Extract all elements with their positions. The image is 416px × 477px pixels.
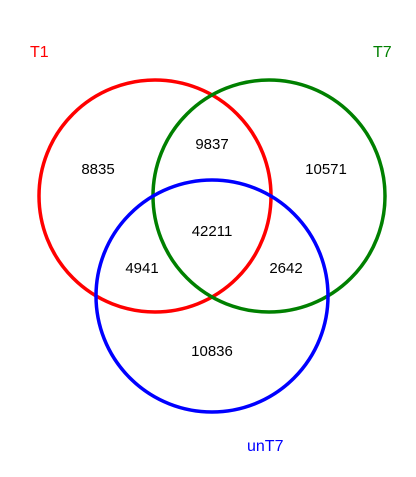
count-all-three: 42211 <box>192 223 233 240</box>
count-t1-only: 8835 <box>81 161 114 178</box>
label-t1: T1 <box>30 44 49 61</box>
count-t1-t7: 9837 <box>195 136 228 153</box>
count-t1-unt7: 4941 <box>125 260 158 277</box>
label-t7: T7 <box>373 44 392 61</box>
circle-unt7 <box>94 178 330 414</box>
count-t7-only: 10571 <box>305 161 347 178</box>
label-unt7: unT7 <box>247 438 284 455</box>
count-unt7-only: 10836 <box>191 343 233 360</box>
count-t7-unt7: 2642 <box>269 260 302 277</box>
